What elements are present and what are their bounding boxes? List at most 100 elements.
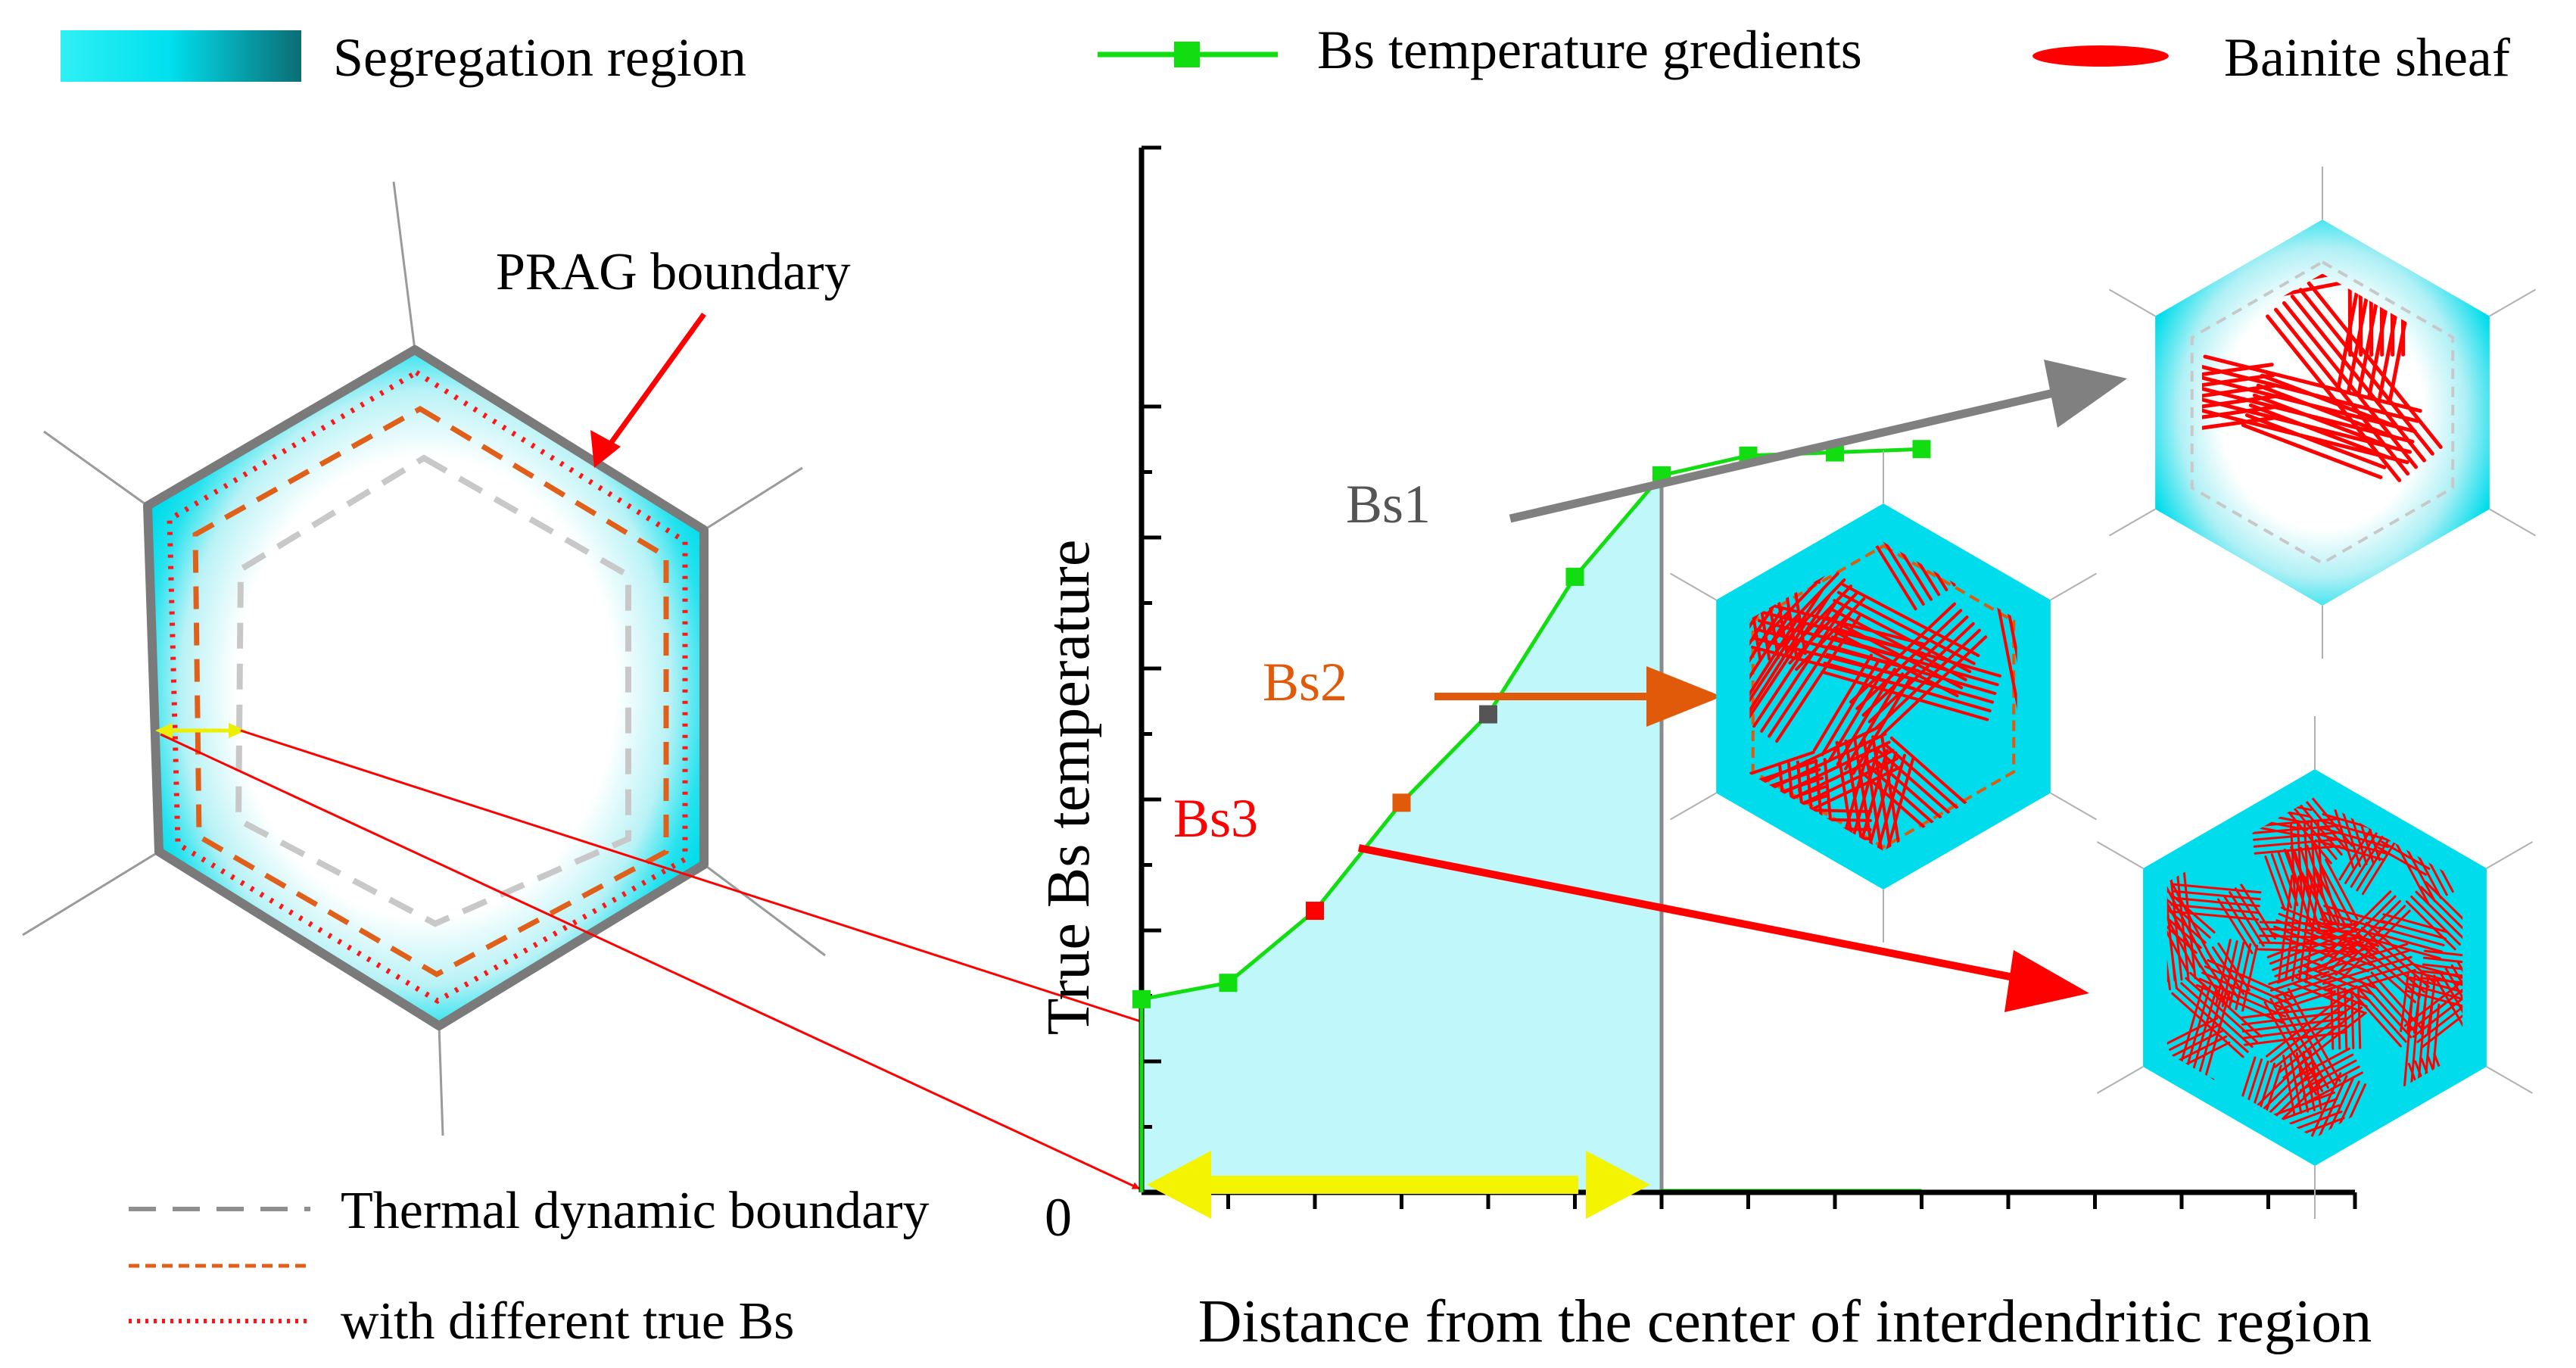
bainite-lath [2365,921,2434,983]
grain-boundary-stub [2486,1066,2534,1094]
bainite-lath [1883,542,1948,592]
bainite-lath [2243,1031,2347,1046]
bainite-lath [2241,944,2259,1012]
bainite-lath [2166,870,2202,968]
width-arrow-right-head [229,723,246,738]
boundary-legend: Thermal dynamic boundary with different … [129,1182,930,1351]
bainite-lath [2201,404,2280,428]
bainite-lath [2272,934,2362,971]
bainite-lath [2278,1006,2363,1074]
bainite-lath [2410,970,2463,989]
bainite-lath [2289,822,2296,896]
bainite-lath [1860,770,1982,851]
bainite-lath [2307,868,2341,930]
bainite-lath [1746,516,1831,539]
bainite-lath [1861,615,1969,717]
bainite-lath [2273,925,2372,967]
bainite-lath [2248,403,2391,460]
grain-illustration-bs3 [2096,716,2534,1219]
bainite-lath [2412,974,2423,1034]
bainite-lath [2288,1053,2303,1114]
segregation-legend-swatch [61,30,301,82]
bainite-lath [1781,584,1853,659]
bainite-lath [1749,594,1831,723]
bainite-lath [2234,887,2271,943]
width-arrow-left-head [155,723,173,738]
bainite-lath [1812,653,1873,752]
bainite-lath [2360,980,2412,1039]
bainite-lath [2266,314,2402,482]
bainite-lath [2302,1051,2316,1112]
bainite-lath [2201,373,2275,397]
bainite-lath [1788,591,1859,665]
bainite-lath [2303,821,2310,896]
bainite-lath [2170,903,2260,915]
bainite-lath [2241,1017,2346,1033]
bainite-lath [1749,608,1783,731]
bainite-lath [2380,919,2447,940]
grain-boundary-stub [2486,841,2534,869]
bainite-lath [2166,873,2196,971]
grain-hexagon [2155,220,2490,606]
grain-boundary-stub [2050,792,2097,821]
bs1-marker [1479,705,1497,724]
bainite-lath [2303,957,2375,989]
bainite-lath [2252,393,2394,450]
segregation-hexagon [143,345,709,1030]
distance-arrow-right-head [1586,1151,1650,1219]
bainite-lath [2295,1052,2310,1113]
bainite-lath [2198,977,2287,1018]
bs-gradients-legend-marker [1174,42,1200,67]
distance-arrow-left-head [1147,1151,1211,1219]
bainite-lath [2201,971,2289,1011]
grain-boundary-stub [2050,572,2097,601]
bainite-lath [1775,578,1846,653]
bainite-lath [2170,910,2260,921]
bainite-lath [2229,891,2265,947]
bainite-lath [2314,839,2386,862]
bainite-legend-marker [2032,45,2169,67]
bainite-lath [2412,978,2463,1038]
bainite-lath [2249,1076,2327,1139]
bainite-lath [2444,968,2463,1033]
bainite-lath [1749,618,1799,741]
bainite-lath [2439,971,2463,1037]
bainite-lath [2415,890,2463,941]
x-axis-label: Distance from the center of interdendrit… [1198,1289,2372,1355]
data-point [1219,974,1238,993]
orange-dashed-boundary [192,405,669,978]
bainite-lath [2377,933,2444,953]
data-point [1912,440,1931,459]
bainite-lath [2330,987,2335,1050]
bainite-lath [2268,964,2328,986]
bainite-lath [2306,845,2334,926]
grain-boundary-stub [2489,508,2536,537]
bainite-lath [2270,853,2292,908]
bainite-lath [1761,566,1833,640]
bainite-lath [2166,876,2190,974]
bainite-lath [2276,990,2336,1011]
bainite-lath [2176,869,2190,980]
bainite-lath [2201,415,2282,439]
bainite-lath [1749,750,1815,789]
bainite-lath [2325,859,2359,921]
bainite-lath [2166,1017,2219,1045]
bainite-lath [2360,927,2430,988]
different-bs-legend-label: with different true Bs [341,1292,794,1351]
bainite-lath [2419,886,2463,936]
prag-boundary-arrowhead [590,430,621,468]
bainite-lath [1841,583,1980,657]
bainite-lath [2169,870,2183,981]
bainite-lath [2201,363,2274,386]
bainite-lath [1851,749,1889,851]
bainite-lath [2282,1055,2296,1115]
grain-boundary-stub [2489,288,2536,317]
bainite-lath [2410,896,2461,946]
bainite-lath [1836,591,1976,665]
bainite-lath [2274,307,2410,476]
bainite-lath [1828,643,1997,695]
bainite-lath [2269,971,2330,992]
bainite-lath [2166,933,2172,991]
bainite-lath [1830,635,1999,687]
bainite-lath [2166,867,2208,965]
